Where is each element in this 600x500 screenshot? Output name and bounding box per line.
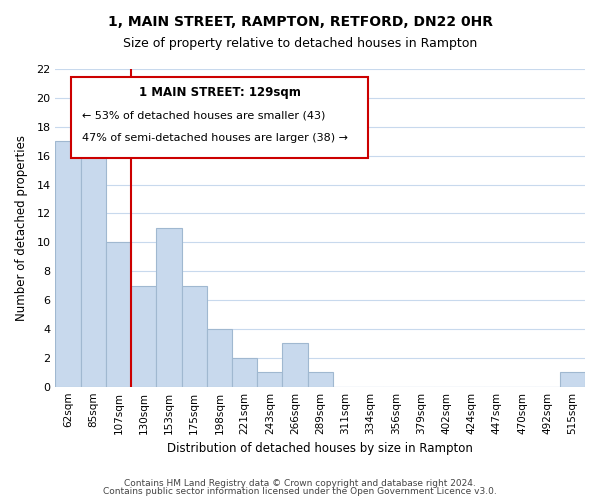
Text: 47% of semi-detached houses are larger (38) →: 47% of semi-detached houses are larger (…	[82, 132, 348, 142]
Text: 1 MAIN STREET: 129sqm: 1 MAIN STREET: 129sqm	[139, 86, 301, 100]
X-axis label: Distribution of detached houses by size in Rampton: Distribution of detached houses by size …	[167, 442, 473, 455]
Bar	[157, 228, 182, 386]
Bar	[560, 372, 585, 386]
Text: ← 53% of detached houses are smaller (43): ← 53% of detached houses are smaller (43…	[82, 110, 325, 120]
Bar	[131, 286, 157, 386]
Bar	[207, 329, 232, 386]
Bar	[308, 372, 333, 386]
Bar	[55, 141, 80, 386]
Bar	[182, 286, 207, 386]
FancyBboxPatch shape	[71, 77, 368, 158]
Text: Contains HM Land Registry data © Crown copyright and database right 2024.: Contains HM Land Registry data © Crown c…	[124, 478, 476, 488]
Text: 1, MAIN STREET, RAMPTON, RETFORD, DN22 0HR: 1, MAIN STREET, RAMPTON, RETFORD, DN22 0…	[107, 15, 493, 29]
Bar	[257, 372, 283, 386]
Bar	[106, 242, 131, 386]
Bar	[80, 127, 106, 386]
Y-axis label: Number of detached properties: Number of detached properties	[15, 135, 28, 321]
Bar	[232, 358, 257, 386]
Text: Size of property relative to detached houses in Rampton: Size of property relative to detached ho…	[123, 38, 477, 51]
Bar	[283, 344, 308, 386]
Text: Contains public sector information licensed under the Open Government Licence v3: Contains public sector information licen…	[103, 487, 497, 496]
